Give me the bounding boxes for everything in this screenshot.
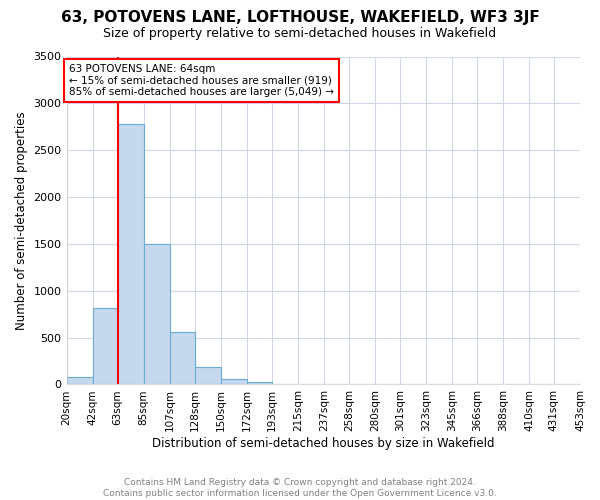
Text: 63, POTOVENS LANE, LOFTHOUSE, WAKEFIELD, WF3 3JF: 63, POTOVENS LANE, LOFTHOUSE, WAKEFIELD,… xyxy=(61,10,539,25)
Bar xyxy=(92,308,118,384)
Bar xyxy=(143,244,170,384)
Y-axis label: Number of semi-detached properties: Number of semi-detached properties xyxy=(15,111,28,330)
Bar xyxy=(194,367,221,384)
Bar xyxy=(221,380,247,384)
Bar xyxy=(118,124,143,384)
Bar xyxy=(170,332,194,384)
X-axis label: Distribution of semi-detached houses by size in Wakefield: Distribution of semi-detached houses by … xyxy=(152,437,494,450)
Text: Contains HM Land Registry data © Crown copyright and database right 2024.
Contai: Contains HM Land Registry data © Crown c… xyxy=(103,478,497,498)
Bar xyxy=(67,378,92,384)
Text: 63 POTOVENS LANE: 64sqm
← 15% of semi-detached houses are smaller (919)
85% of s: 63 POTOVENS LANE: 64sqm ← 15% of semi-de… xyxy=(69,64,334,97)
Bar xyxy=(247,382,272,384)
Text: Size of property relative to semi-detached houses in Wakefield: Size of property relative to semi-detach… xyxy=(103,28,497,40)
